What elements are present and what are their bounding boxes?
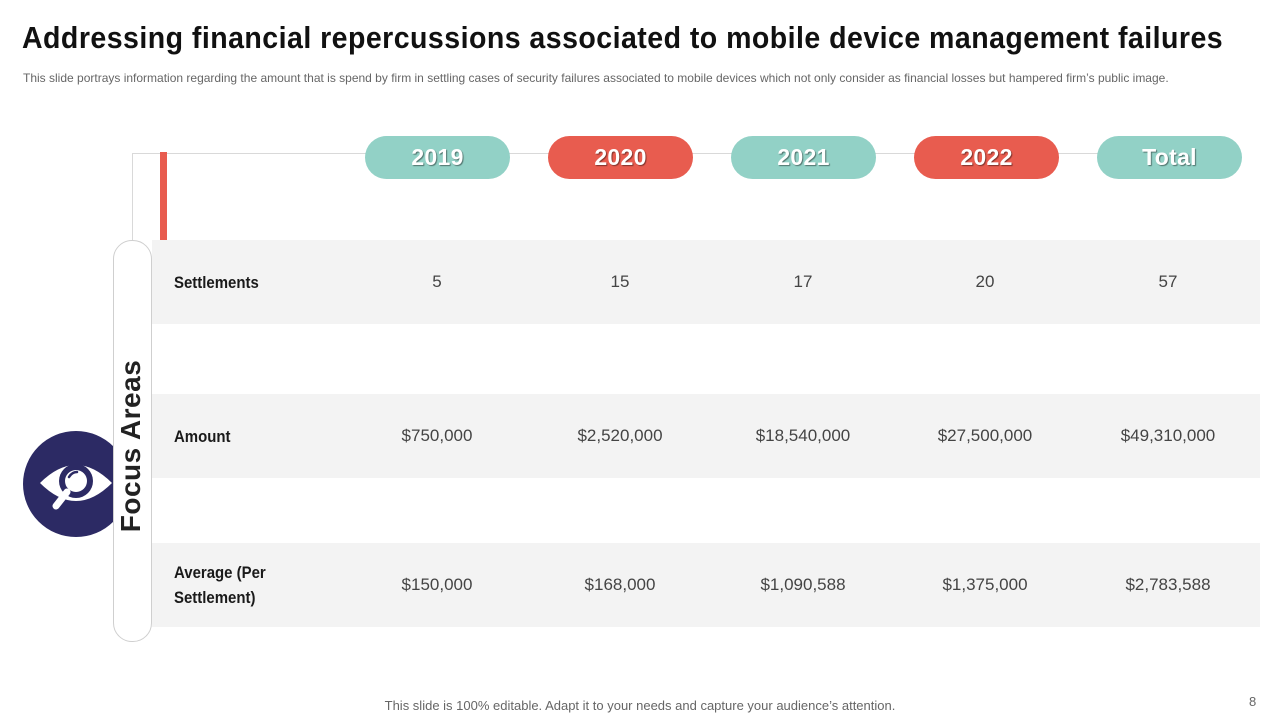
table-row-average: Average (Per Settlement) $150,000 $168,0…: [152, 543, 1260, 627]
column-header-2020: 2020: [548, 136, 693, 179]
table-cell: $49,310,000: [1120, 426, 1216, 445]
table-cell: $18,540,000: [755, 426, 851, 445]
row-label: Settlements: [174, 272, 259, 292]
table-cell: $168,000: [584, 575, 656, 594]
table-cell: 57: [1158, 272, 1178, 291]
vertical-connector-line: [132, 153, 133, 241]
column-header-2022: 2022: [914, 136, 1059, 179]
focus-icon-badge: [23, 431, 129, 537]
footer-note: This slide is 100% editable. Adapt it to…: [384, 698, 896, 713]
table-cell: $1,375,000: [942, 575, 1028, 594]
column-header-total: Total: [1097, 136, 1242, 179]
column-header-2019: 2019: [365, 136, 510, 179]
focus-areas-label: Focus Areas: [115, 359, 146, 533]
row-label: Amount: [174, 426, 231, 446]
accent-bar: [160, 152, 167, 241]
page-subtitle: This slide portrays information regardin…: [23, 71, 1169, 85]
focus-areas-pill: [113, 240, 152, 642]
table-cell: 20: [975, 272, 995, 291]
row-label: Average (Per Settlement): [174, 563, 266, 607]
page-number: 8: [1249, 694, 1257, 709]
table-cell: $27,500,000: [937, 426, 1033, 445]
table-row-settlements: Settlements 5 15 17 20 57: [152, 240, 1260, 324]
eye-search-icon: [40, 464, 112, 510]
table-cell: 15: [610, 272, 630, 291]
table-cell: $750,000: [401, 426, 473, 445]
page-title: Addressing financial repercussions assoc…: [22, 20, 1224, 55]
table-cell: 17: [793, 272, 813, 291]
table-cell: $1,090,588: [760, 575, 846, 594]
column-header-2021: 2021: [731, 136, 876, 179]
table-cell: $2,783,588: [1125, 575, 1211, 594]
table-cell: 5: [432, 272, 442, 291]
table-cell: $2,520,000: [577, 426, 663, 445]
table-cell: $150,000: [401, 575, 473, 594]
table-row-amount: Amount $750,000 $2,520,000 $18,540,000 $…: [152, 394, 1260, 478]
